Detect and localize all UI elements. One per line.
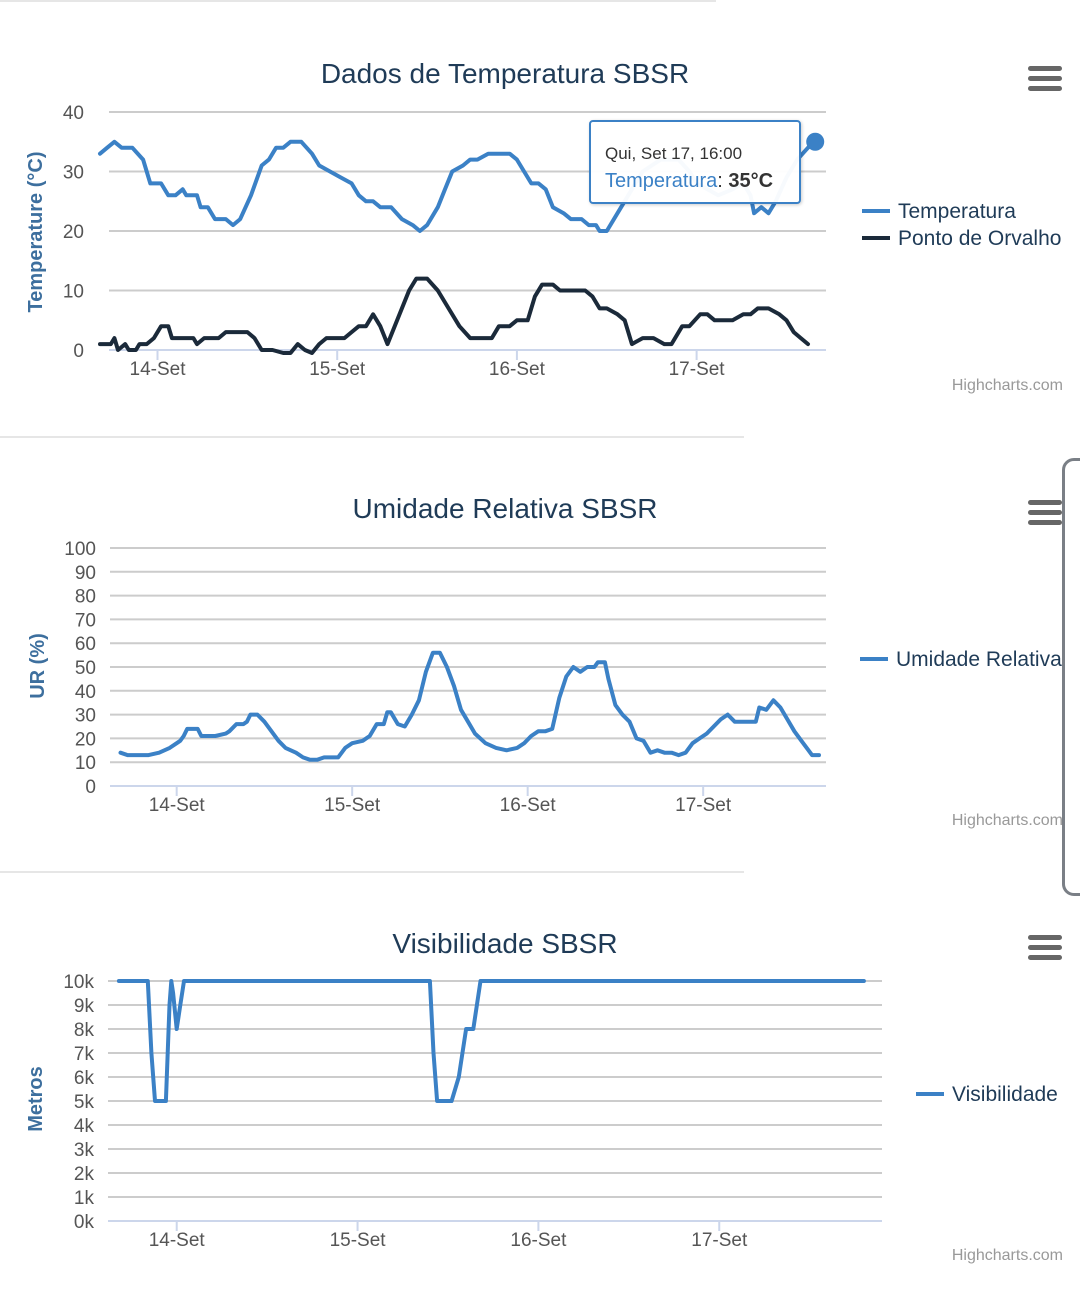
tooltip-header: Qui, Set 17, 16:00 [605, 144, 743, 163]
x-tick-label: 14-Set [149, 795, 206, 816]
y-tick-label: 10k [63, 972, 94, 993]
y-axis-label: Metros [25, 1066, 47, 1132]
y-tick-label: 20 [75, 729, 96, 750]
y-tick-label: 8k [74, 1020, 95, 1041]
y-tick-label: 4k [74, 1116, 95, 1137]
y-tick-label: 0 [85, 777, 96, 798]
y-tick-label: 40 [63, 103, 84, 124]
chart-title: Dados de Temperatura SBSR [321, 58, 689, 89]
series-line-visibilidade[interactable] [116, 979, 866, 1103]
legend-item[interactable]: Visibilidade [952, 1083, 1058, 1106]
humidity-chart: Umidade Relativa SBSR UR (%) 0 10 20 30 40 50… [0, 436, 1080, 872]
hover-marker[interactable] [806, 132, 825, 151]
chart-menu-button[interactable] [1028, 500, 1062, 528]
series-line-umidade-relativa[interactable] [118, 650, 821, 762]
x-tick-label: 14-Set [149, 1230, 206, 1251]
legend-item[interactable]: Umidade Relativa [896, 648, 1062, 671]
legend-item[interactable]: Ponto de Orvalho [898, 227, 1061, 250]
y-tick-label: 50 [75, 658, 96, 679]
y-tick-label: 6k [74, 1068, 95, 1089]
series-line-ponto-de-orvalho[interactable] [98, 276, 810, 355]
y-tick-label: 7k [74, 1044, 95, 1065]
tooltip-series-name: Temperatura [605, 170, 718, 192]
y-tick-label: 60 [75, 634, 96, 655]
y-tick-label: 100 [64, 539, 96, 560]
x-tick-label: 15-Set [309, 359, 366, 380]
chart-title: Visibilidade SBSR [392, 928, 617, 959]
x-tick-label: 14-Set [130, 359, 187, 380]
credits-link[interactable]: Highcharts.com [952, 1247, 1063, 1264]
x-tick-label: 16-Set [489, 359, 546, 380]
y-tick-label: 9k [74, 996, 95, 1017]
chart-divider-2 [0, 871, 744, 873]
y-tick-label: 3k [74, 1140, 95, 1161]
y-tick-label: 10 [63, 282, 84, 303]
y-tick-label: 90 [75, 563, 96, 584]
x-tick-label: 17-Set [675, 795, 732, 816]
y-tick-label: 70 [75, 610, 96, 631]
x-tick-label: 15-Set [324, 795, 381, 816]
x-tick-label: 17-Set [691, 1230, 748, 1251]
x-tick-label: 16-Set [500, 795, 557, 816]
temperature-chart: Dados de Temperatura SBSR Temperature (°… [0, 0, 1080, 436]
visibility-chart-svg: Visibilidade SBSR Metros 0k 1k 2k 3k 4k 5k 6k 7… [25, 928, 1063, 1264]
y-tick-label: 30 [63, 163, 84, 184]
top-divider [0, 0, 716, 2]
y-tick-label: 80 [75, 587, 96, 608]
y-axis-label: UR (%) [27, 633, 49, 699]
y-tick-label: 30 [75, 706, 96, 727]
y-tick-label: 20 [63, 222, 84, 243]
humidity-chart-svg: Umidade Relativa SBSR UR (%) 01020304050… [27, 493, 1063, 829]
chart-divider-1 [0, 436, 744, 438]
tooltip-value: 35°C [728, 170, 774, 192]
credits-link[interactable]: Highcharts.com [952, 812, 1063, 829]
temperature-chart-svg: Dados de Temperatura SBSR Temperature (°… [25, 58, 1063, 394]
credits-link[interactable]: Highcharts.com [952, 377, 1063, 394]
chart-title: Umidade Relativa SBSR [352, 493, 657, 524]
y-axis-label: Temperature (°C) [25, 152, 47, 313]
tooltip: Qui, Set 17, 16:00 Temperatura: 35°C [589, 120, 801, 204]
x-tick-label: 16-Set [510, 1230, 567, 1251]
legend-item[interactable]: Temperatura [898, 200, 1016, 223]
y-tick-label: 5k [74, 1092, 95, 1113]
visibility-chart: Visibilidade SBSR Metros 0k 1k 2k 3k 4k 5k 6k 7… [0, 871, 1080, 1297]
x-tick-label: 17-Set [669, 359, 726, 380]
x-tick-label: 15-Set [330, 1230, 387, 1251]
scrollbar-handle[interactable] [1062, 458, 1080, 896]
chart-menu-button[interactable] [1028, 66, 1062, 94]
y-tick-label: 2k [74, 1164, 95, 1185]
chart-menu-button[interactable] [1028, 935, 1062, 963]
y-tick-label: 1k [74, 1188, 95, 1209]
y-tick-label: 0k [74, 1212, 95, 1233]
y-tick-label: 10 [75, 753, 96, 774]
tooltip-body: Temperatura: 35°C [605, 170, 774, 192]
y-tick-label: 0 [73, 341, 84, 362]
y-tick-label: 40 [75, 682, 96, 703]
